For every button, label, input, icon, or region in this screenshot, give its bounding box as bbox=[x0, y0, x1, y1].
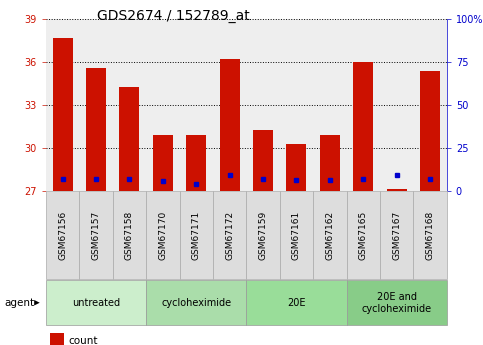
Bar bbox=[86, 68, 106, 191]
Bar bbox=[146, 280, 246, 325]
Text: GSM67162: GSM67162 bbox=[326, 211, 334, 260]
Bar bbox=[180, 191, 213, 279]
Text: count: count bbox=[68, 336, 98, 345]
Text: GSM67170: GSM67170 bbox=[158, 211, 167, 260]
Text: GSM67158: GSM67158 bbox=[125, 211, 134, 260]
Text: GSM67156: GSM67156 bbox=[58, 211, 67, 260]
Bar bbox=[46, 191, 79, 279]
Text: GSM67171: GSM67171 bbox=[192, 211, 201, 260]
Bar bbox=[213, 191, 246, 279]
Text: 20E: 20E bbox=[287, 298, 306, 308]
Bar bbox=[280, 191, 313, 279]
Bar bbox=[286, 144, 307, 191]
Text: 20E and
cycloheximide: 20E and cycloheximide bbox=[362, 292, 432, 314]
Bar bbox=[153, 136, 173, 191]
Bar bbox=[50, 333, 64, 345]
Text: agent: agent bbox=[5, 298, 35, 308]
Bar bbox=[53, 38, 72, 191]
Text: GSM67157: GSM67157 bbox=[91, 211, 100, 260]
Bar bbox=[119, 87, 140, 191]
Bar bbox=[313, 191, 347, 279]
Text: GSM67159: GSM67159 bbox=[258, 211, 268, 260]
Text: GSM67167: GSM67167 bbox=[392, 211, 401, 260]
Bar bbox=[220, 59, 240, 191]
Text: GSM67161: GSM67161 bbox=[292, 211, 301, 260]
Text: GSM67172: GSM67172 bbox=[225, 211, 234, 260]
Text: GDS2674 / 152789_at: GDS2674 / 152789_at bbox=[97, 9, 249, 23]
Text: untreated: untreated bbox=[72, 298, 120, 308]
Bar bbox=[320, 136, 340, 191]
Bar bbox=[186, 136, 206, 191]
Text: GSM67168: GSM67168 bbox=[426, 211, 435, 260]
Bar bbox=[246, 191, 280, 279]
Text: cycloheximide: cycloheximide bbox=[161, 298, 231, 308]
Bar bbox=[146, 191, 180, 279]
Bar bbox=[113, 191, 146, 279]
Bar bbox=[253, 130, 273, 191]
Bar bbox=[413, 191, 447, 279]
Bar bbox=[79, 191, 113, 279]
Bar bbox=[380, 191, 413, 279]
Bar bbox=[347, 191, 380, 279]
Bar bbox=[387, 189, 407, 191]
Bar bbox=[347, 280, 447, 325]
Bar bbox=[46, 280, 146, 325]
Bar bbox=[420, 71, 440, 191]
Text: GSM67165: GSM67165 bbox=[359, 211, 368, 260]
Bar bbox=[353, 62, 373, 191]
Bar bbox=[246, 280, 347, 325]
